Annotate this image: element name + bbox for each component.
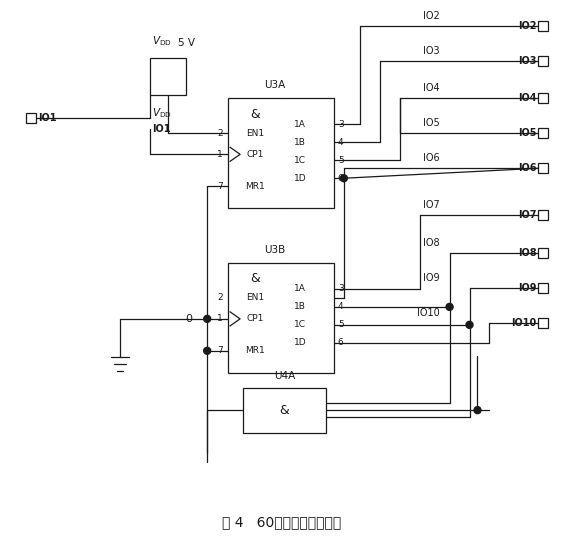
Text: IO9: IO9: [518, 283, 536, 293]
Text: &: &: [280, 404, 289, 416]
Text: 5: 5: [338, 156, 343, 165]
Bar: [151, 58, 186, 95]
Text: EN1: EN1: [246, 129, 264, 138]
Text: EN1: EN1: [246, 293, 264, 302]
Text: IO7: IO7: [423, 200, 439, 210]
Text: IO10: IO10: [417, 308, 439, 318]
Text: 1D: 1D: [294, 174, 306, 183]
Bar: [228, 263, 334, 373]
Bar: [538, 55, 548, 66]
Text: 7: 7: [217, 346, 223, 355]
Text: U3A: U3A: [265, 81, 285, 90]
Text: 5 V: 5 V: [178, 38, 195, 47]
Circle shape: [204, 348, 211, 355]
Text: $V_{\rm DD}$: $V_{\rm DD}$: [152, 34, 172, 47]
Circle shape: [340, 175, 347, 182]
Text: IO1: IO1: [38, 114, 56, 123]
Text: U3B: U3B: [265, 245, 285, 255]
Text: 1: 1: [217, 314, 223, 323]
Text: 1A: 1A: [294, 285, 306, 293]
Text: 6: 6: [338, 338, 343, 348]
Bar: [538, 129, 548, 138]
Text: CP1: CP1: [246, 150, 264, 159]
Circle shape: [204, 315, 211, 322]
Text: 1C: 1C: [294, 320, 306, 329]
Text: IO6: IO6: [423, 153, 439, 163]
Text: IO10: IO10: [511, 318, 536, 328]
Text: IO7: IO7: [518, 210, 536, 220]
Text: IO2: IO2: [423, 11, 439, 20]
Text: CP1: CP1: [246, 314, 264, 323]
Text: MR1: MR1: [245, 182, 265, 190]
Text: IO4: IO4: [423, 83, 439, 94]
Text: IO5: IO5: [518, 129, 536, 138]
Circle shape: [446, 303, 453, 310]
Bar: [538, 318, 548, 328]
Text: 1D: 1D: [294, 338, 306, 348]
Text: 5: 5: [338, 320, 343, 329]
Text: 图 4   60进制计数器连线图: 图 4 60进制计数器连线图: [222, 515, 342, 529]
Bar: [243, 388, 326, 433]
Bar: [538, 94, 548, 103]
Text: 6: 6: [338, 174, 343, 183]
Text: IO5: IO5: [423, 118, 439, 129]
Bar: [228, 98, 334, 208]
Text: 0: 0: [185, 314, 192, 324]
Text: 1B: 1B: [294, 138, 306, 147]
Bar: [538, 248, 548, 258]
Text: 1B: 1B: [294, 302, 306, 312]
Bar: [538, 283, 548, 293]
Circle shape: [474, 407, 481, 414]
Text: $V_{\rm DD}$: $V_{\rm DD}$: [152, 107, 172, 121]
Text: U4A: U4A: [274, 371, 295, 381]
Text: 3: 3: [338, 285, 343, 293]
Text: 7: 7: [217, 182, 223, 190]
Text: IO3: IO3: [518, 55, 536, 66]
Text: IO2: IO2: [518, 20, 536, 31]
Circle shape: [466, 321, 473, 328]
Text: 1A: 1A: [294, 120, 306, 129]
Text: 1C: 1C: [294, 156, 306, 165]
Bar: [538, 20, 548, 31]
Text: &: &: [250, 108, 260, 121]
Text: 1: 1: [217, 150, 223, 159]
Text: MR1: MR1: [245, 346, 265, 355]
Text: &: &: [250, 272, 260, 286]
Text: 2: 2: [218, 293, 223, 302]
Text: 3: 3: [338, 120, 343, 129]
Text: 2: 2: [218, 129, 223, 138]
Text: IO6: IO6: [518, 163, 536, 173]
Text: IO8: IO8: [423, 238, 439, 248]
Text: IO8: IO8: [518, 248, 536, 258]
Text: 4: 4: [338, 138, 343, 147]
Bar: [538, 163, 548, 173]
Text: IO1: IO1: [152, 124, 171, 134]
Text: IO3: IO3: [423, 46, 439, 55]
Text: 4: 4: [338, 302, 343, 312]
Bar: [538, 210, 548, 220]
Text: IO4: IO4: [518, 94, 536, 103]
Text: IO9: IO9: [423, 273, 439, 283]
Bar: [26, 114, 36, 123]
